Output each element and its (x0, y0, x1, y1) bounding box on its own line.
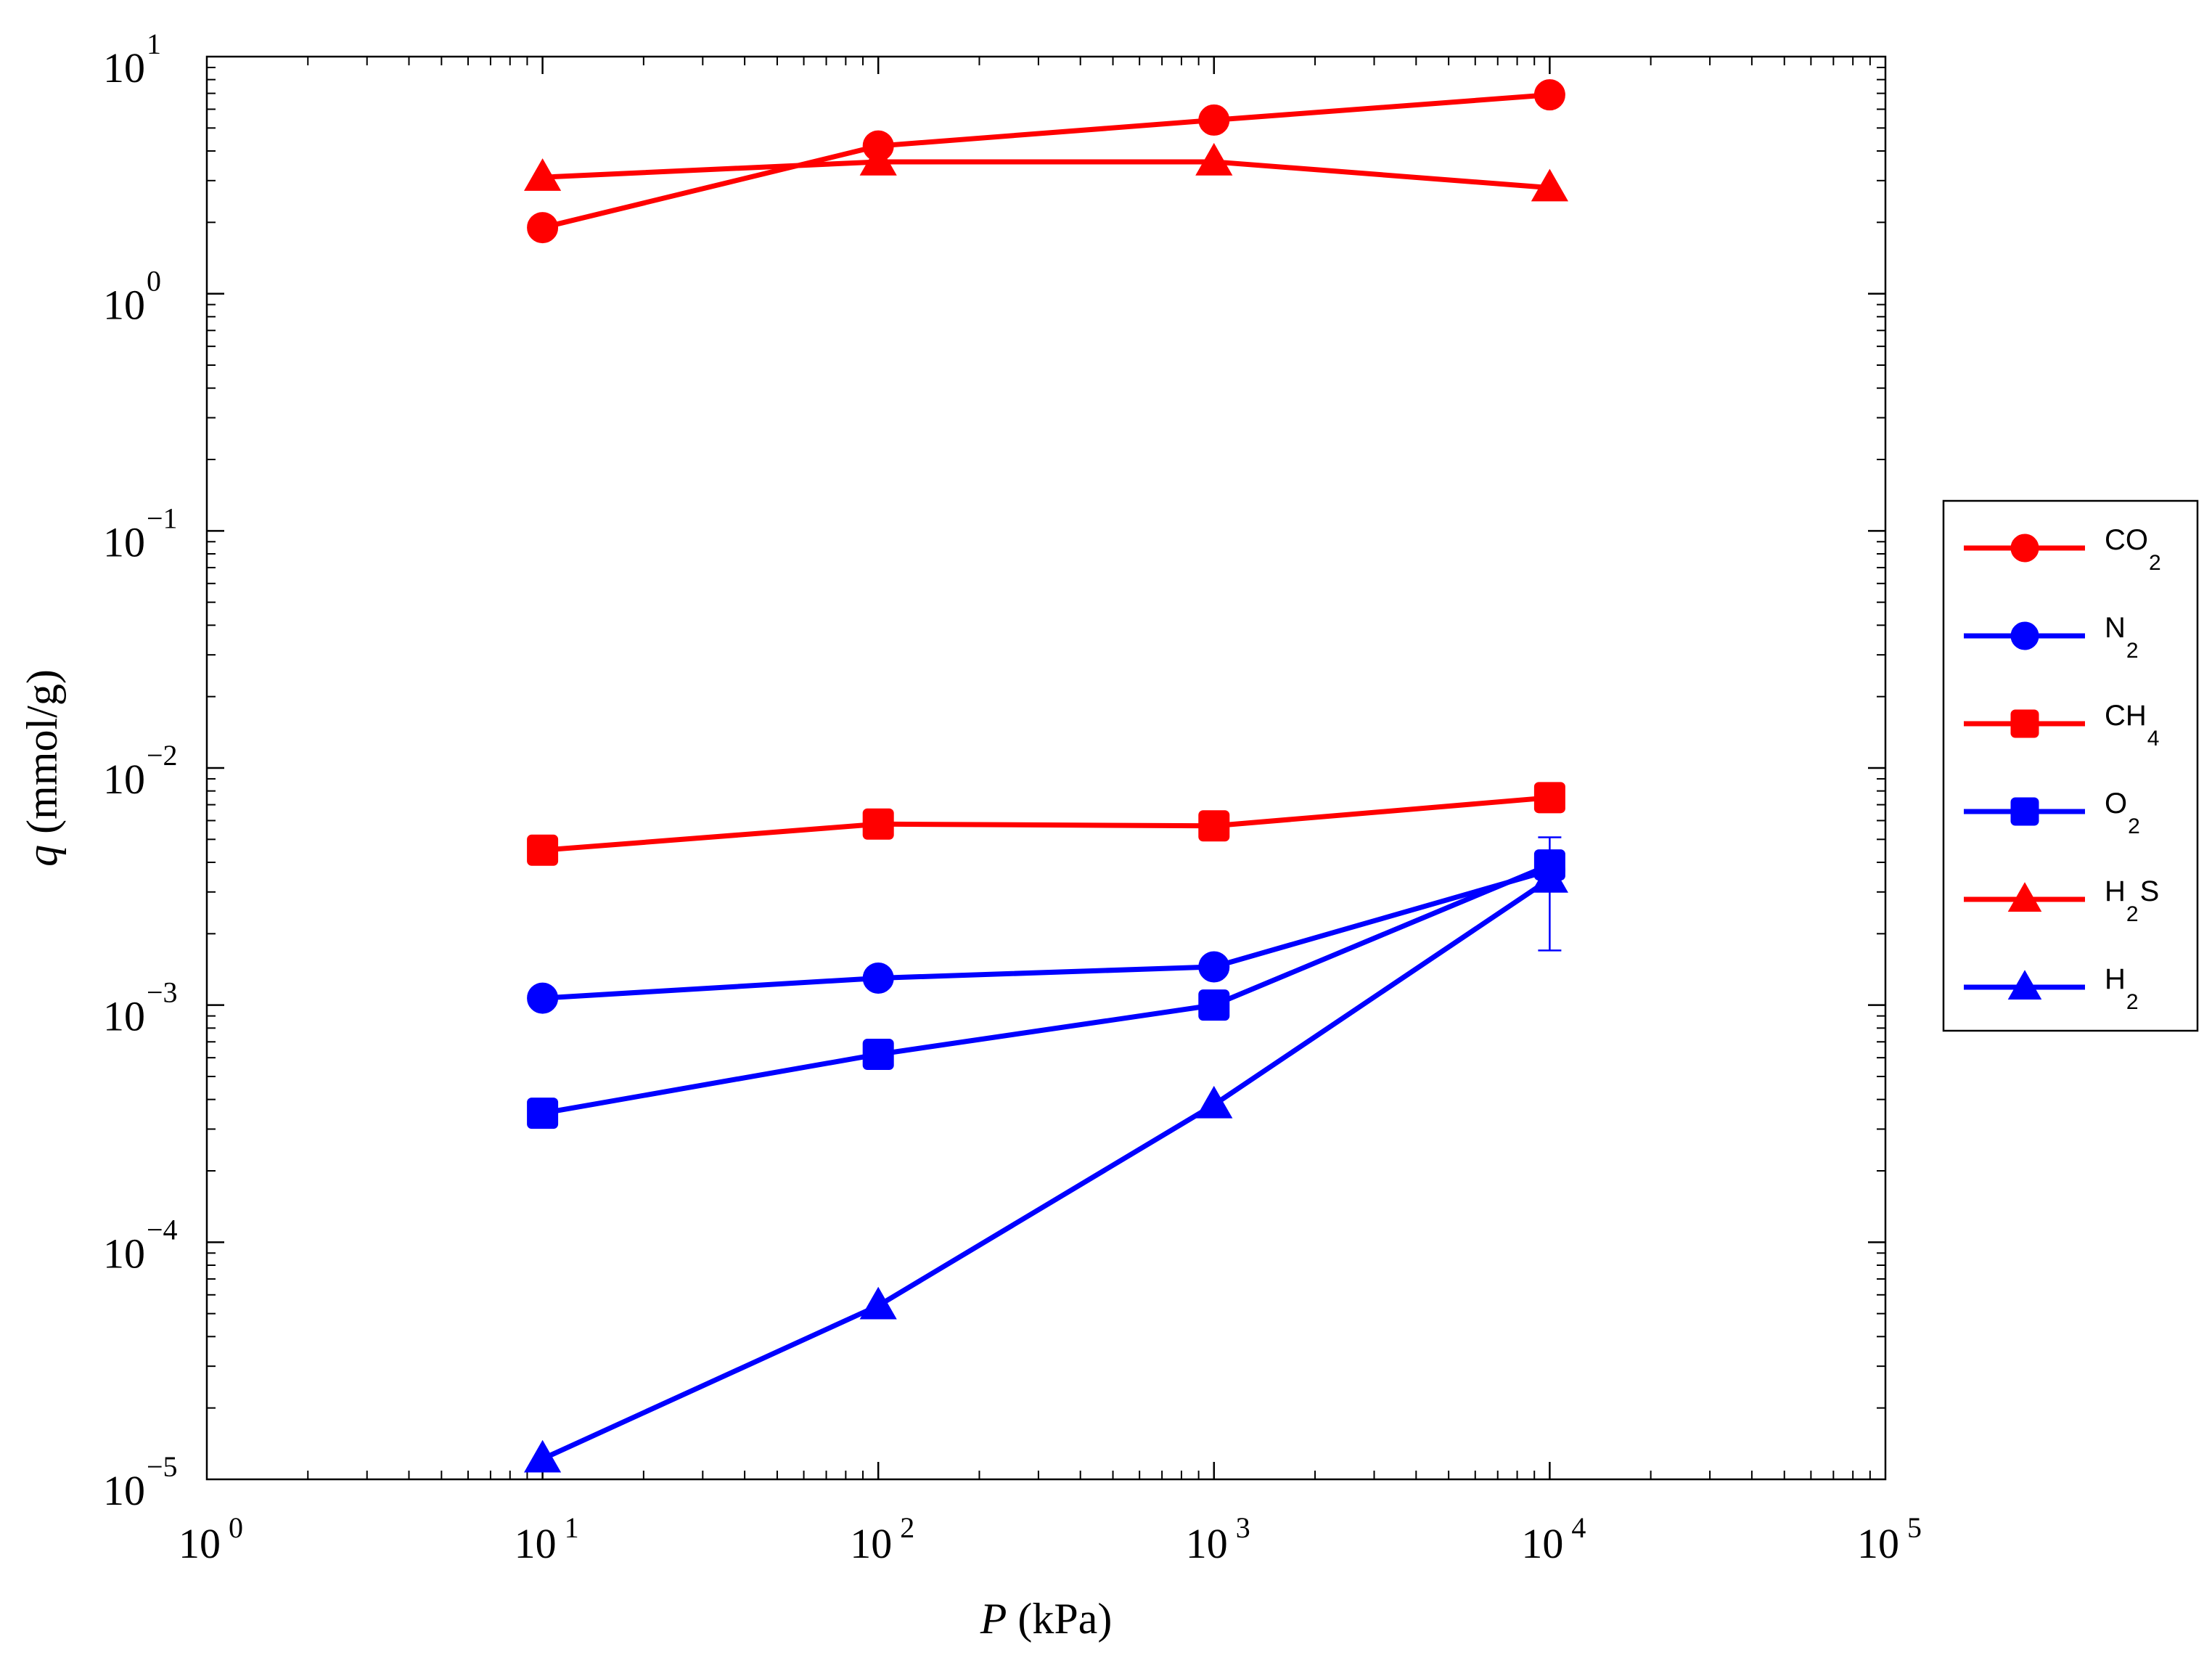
legend-suffix: S (2140, 875, 2160, 907)
legend-label: N (2105, 612, 2126, 644)
legend-item-H2: H2 (1964, 963, 2139, 1014)
y-tick-exponent: 0 (147, 265, 161, 298)
data-point-H2S (1195, 142, 1233, 176)
series-line-H2 (541, 877, 1552, 1461)
data-point-O2 (862, 1038, 894, 1070)
y-tick-exponent: −5 (147, 1450, 178, 1483)
y-tick-label: 10 (103, 993, 145, 1040)
y-tick-exponent: −4 (147, 1213, 178, 1246)
x-tick-exponent: 0 (229, 1511, 243, 1544)
axis-titles: P (kPa) q (mmol/g) (18, 669, 1112, 1643)
data-point-H2 (859, 1286, 897, 1320)
legend-item-CH4: CH4 (1964, 700, 2159, 751)
legend-subscript: 2 (2126, 639, 2139, 663)
series-line-N2 (542, 867, 1551, 1001)
x-tick-exponent: 4 (1571, 1511, 1586, 1544)
x-tick-label: 10 (179, 1520, 221, 1567)
y-tick-label: 10 (103, 1467, 145, 1514)
y-axis-title: q (mmol/g) (18, 669, 66, 867)
series-line-CO2 (541, 92, 1550, 231)
x-tick-exponent: 2 (900, 1511, 914, 1544)
data-point-CH4 (1198, 810, 1230, 842)
data-point-H2S (1531, 168, 1568, 202)
x-tick-label: 10 (515, 1520, 557, 1567)
x-axis: 10 0 10 1 10 2 10 3 10 4 10 5 (179, 57, 1922, 1567)
legend-item-O2: O2 (1964, 788, 2140, 838)
legend-marker (2010, 709, 2039, 738)
legend-label: CH (2105, 700, 2147, 732)
plot-area (205, 55, 1887, 1481)
series-H2S (524, 142, 1568, 202)
legend-marker (2010, 797, 2039, 826)
plot-frame (205, 55, 1887, 1481)
legend-label: H (2105, 875, 2126, 907)
data-point-H2S (859, 142, 897, 176)
legend-label: CO (2105, 524, 2148, 556)
x-tick-exponent: 3 (1236, 1511, 1250, 1544)
y-tick-label: 10 (103, 756, 145, 803)
series-line-O2 (541, 862, 1551, 1116)
legend-subscript: 2 (2149, 551, 2161, 575)
legend-marker (2010, 621, 2039, 650)
data-point-CH4 (1533, 782, 1565, 814)
series-H2 (524, 836, 1568, 1473)
legend-subscript: 2 (2126, 990, 2139, 1014)
series-CO2 (527, 79, 1565, 244)
y-tick-label: 10 (103, 1230, 145, 1277)
legend-item-N2: N2 (1964, 612, 2139, 663)
series-line-H2S (542, 159, 1550, 191)
x-tick-label: 10 (1521, 1520, 1563, 1567)
legend-item-CO2: CO2 (1964, 524, 2161, 575)
data-point-H2S (524, 158, 562, 191)
series-line-CH4 (542, 795, 1550, 853)
y-tick-label: 10 (103, 44, 145, 91)
data-point-N2 (862, 962, 894, 994)
y-tick-exponent: −2 (147, 739, 178, 772)
legend-label: O (2105, 788, 2127, 820)
series-CH4 (527, 782, 1565, 866)
y-tick-label: 10 (103, 518, 145, 565)
data-point-O2 (527, 1098, 559, 1129)
y-tick-exponent: 1 (147, 28, 161, 60)
legend-subscript: 2 (2128, 814, 2140, 838)
series-N2 (527, 854, 1565, 1014)
legend-box (1942, 499, 2199, 1032)
legend-item-H2S: H2S (1964, 875, 2159, 926)
data-point-CO2 (1533, 79, 1565, 111)
x-tick-exponent: 1 (565, 1511, 579, 1544)
legend-marker (2007, 882, 2042, 912)
legend-subscript: 2 (2126, 902, 2139, 926)
series-layer (524, 79, 1568, 1473)
data-point-H2 (1195, 1085, 1233, 1119)
data-point-N2 (527, 982, 559, 1014)
data-point-CO2 (527, 212, 559, 244)
legend-subscript: 4 (2147, 727, 2160, 751)
data-point-N2 (1198, 951, 1230, 983)
series-O2 (527, 849, 1565, 1129)
x-tick-label: 10 (1857, 1520, 1899, 1567)
data-point-H2 (524, 1439, 562, 1473)
x-axis-title: P (kPa) (980, 1595, 1113, 1643)
data-point-H2 (1531, 860, 1568, 893)
data-point-CH4 (862, 808, 894, 840)
legend-label: H (2105, 963, 2126, 995)
data-point-CO2 (1198, 104, 1230, 136)
legend-marker (2007, 970, 2042, 1000)
data-point-CH4 (527, 834, 559, 866)
x-tick-label: 10 (850, 1520, 892, 1567)
y-tick-label: 10 (103, 282, 145, 329)
legend-marker (2010, 534, 2039, 563)
y-tick-exponent: −3 (147, 976, 178, 1009)
data-point-O2 (1198, 989, 1230, 1021)
y-tick-exponent: −1 (147, 502, 178, 534)
x-tick-exponent: 5 (1907, 1511, 1922, 1544)
x-tick-label: 10 (1186, 1520, 1228, 1567)
